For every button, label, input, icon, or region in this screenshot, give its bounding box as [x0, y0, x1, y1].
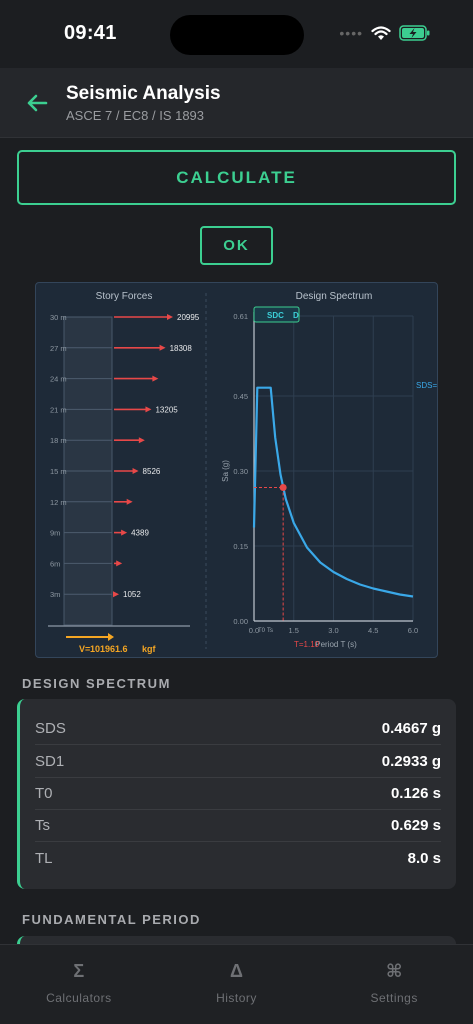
- nav-label: Settings: [370, 991, 418, 1005]
- sds-label: SDS=: [416, 381, 437, 390]
- back-button[interactable]: [22, 88, 52, 118]
- design-spectrum-section-title: DESIGN SPECTRUM: [22, 676, 171, 691]
- y-tick-label: 0.45: [233, 392, 248, 401]
- table-row: SD1 0.2933 g: [35, 746, 441, 778]
- story-force-data-label: 18308: [170, 344, 193, 353]
- story-force-data-label: 20995: [177, 313, 200, 322]
- story-height-label: 9m: [50, 529, 60, 538]
- y-tick-label: 0.00: [233, 617, 248, 626]
- charts-panel: Story Forces 30 m 20995 27 m 18308 24 m 21 m 1…: [35, 282, 438, 658]
- row-label: Ts: [35, 817, 50, 834]
- status-time: 09:41: [64, 22, 117, 44]
- y-tick-label: 0.30: [233, 467, 248, 476]
- delta-icon: Δ: [230, 961, 243, 981]
- row-label: SDS: [35, 720, 66, 737]
- story-height-label: 15 m: [50, 467, 67, 476]
- story-force-arrowhead: [121, 529, 128, 536]
- fundamental-period-section-title: FUNDAMENTAL PERIOD: [22, 912, 201, 927]
- base-shear-value: 101961.6: [90, 644, 128, 654]
- story-force-arrowhead: [116, 560, 123, 567]
- table-row: TL 8.0 s: [35, 842, 441, 874]
- story-force-arrowhead: [159, 344, 166, 351]
- t0-label: T0: [258, 628, 266, 634]
- story-height-label: 18 m: [50, 436, 67, 445]
- y-tick-label: 0.61: [233, 312, 248, 321]
- row-value: 0.629 s: [390, 817, 441, 834]
- spectrum-xlabel: Period T (s): [315, 640, 357, 649]
- story-height-label: 24 m: [50, 375, 67, 384]
- story-force-data-label: 13205: [155, 405, 178, 414]
- row-label: T0: [35, 785, 53, 802]
- y-tick-label: 0.15: [233, 542, 248, 551]
- nav-history[interactable]: Δ History: [158, 945, 316, 1024]
- sigma-icon: Σ: [73, 961, 85, 981]
- nav-label: History: [216, 991, 257, 1005]
- sdc-badge: [253, 306, 300, 323]
- story-height-label: 30 m: [50, 313, 67, 322]
- story-height-label: 12 m: [50, 498, 67, 507]
- row-value: 0.4667 g: [381, 720, 441, 737]
- x-tick-label: 3.0: [328, 626, 338, 635]
- table-row: SDS 0.4667 g: [35, 713, 441, 745]
- story-force-arrowhead: [138, 437, 145, 444]
- table-row: Ts 0.629 s: [35, 810, 441, 842]
- design-spectrum-title: Design Spectrum: [296, 291, 373, 302]
- period-point: [279, 484, 287, 491]
- status-bar: 09:41 ••••: [0, 0, 473, 68]
- nav-calculators[interactable]: Σ Calculators: [0, 945, 158, 1024]
- charts-svg: Story Forces 30 m 20995 27 m 18308 24 m 21 m 1…: [48, 291, 437, 654]
- ts-label: Ts: [267, 628, 273, 634]
- story-force-arrowhead: [145, 406, 152, 413]
- wifi-icon: [371, 25, 391, 40]
- page-subtitle: ASCE 7 / EC8 / IS 1893: [66, 108, 205, 123]
- row-value: 8.0 s: [407, 849, 441, 867]
- ok-button[interactable]: OK: [200, 226, 273, 265]
- row-label: TL: [35, 849, 53, 867]
- row-label: SD1: [35, 753, 65, 770]
- spectrum-line: [252, 386, 414, 598]
- x-tick-label: 1.5: [289, 626, 299, 635]
- x-tick-label: 0.0: [249, 626, 259, 635]
- story-force-arrowhead: [113, 591, 119, 598]
- story-force-data-label: 1052: [123, 590, 141, 599]
- nav-label: Calculators: [46, 991, 112, 1005]
- design-spectrum-card: SDS 0.4667 g SD1 0.2933 g T0 0.126 s Ts …: [17, 699, 456, 889]
- arrow-left-icon: [27, 94, 48, 112]
- story-forces-group: 30 m 20995 27 m 18308 24 m 21 m 13205 18 m 15 m 8…: [50, 313, 200, 599]
- story-force-arrowhead: [126, 498, 133, 505]
- page-title: Seismic Analysis: [66, 83, 221, 104]
- sdc-label: SDC: [267, 311, 284, 320]
- battery-charging-icon: [399, 25, 430, 41]
- nav-settings[interactable]: ⌘ Settings: [315, 945, 473, 1024]
- status-icons: ••••: [339, 25, 431, 41]
- story-force-data-label: 8526: [143, 467, 161, 476]
- bottom-nav: Σ Calculators Δ History ⌘ Settings: [0, 944, 473, 1024]
- base-shear-label: V=: [79, 644, 90, 654]
- story-forces-title: Story Forces: [96, 291, 153, 302]
- story-height-label: 21 m: [50, 405, 67, 414]
- x-tick-label: 6.0: [408, 626, 418, 635]
- app-header: Seismic Analysis ASCE 7 / EC8 / IS 1893: [0, 68, 473, 138]
- table-row: T0 0.126 s: [35, 778, 441, 810]
- x-tick-label: 4.5: [368, 626, 378, 635]
- signal-icon: ••••: [339, 25, 363, 41]
- story-force-arrowhead: [167, 314, 173, 320]
- dynamic-island: [170, 15, 304, 55]
- row-value: 0.2933 g: [381, 753, 441, 770]
- calculate-button[interactable]: CALCULATE: [17, 150, 456, 205]
- row-value: 0.126 s: [390, 785, 441, 802]
- command-icon: ⌘: [385, 961, 403, 981]
- period-point-label: T=1.10: [294, 640, 320, 649]
- story-force-arrowhead: [132, 468, 139, 474]
- base-shear-arrowhead: [108, 633, 114, 641]
- spectrum-ylabel: Sa (g): [221, 460, 230, 482]
- story-force-arrowhead: [152, 375, 159, 382]
- sdc-value: D: [293, 311, 299, 320]
- story-height-label: 3m: [50, 590, 60, 599]
- story-height-label: 6m: [50, 559, 60, 568]
- base-shear-unit: kgf: [142, 644, 157, 654]
- design-spectrum-group: 0.00 0.15 0.30 0.45 0.61 0.0 1.5 3.0 4.5 6.0: [233, 312, 418, 635]
- story-height-label: 27 m: [50, 344, 67, 353]
- story-force-data-label: 4389: [131, 529, 149, 538]
